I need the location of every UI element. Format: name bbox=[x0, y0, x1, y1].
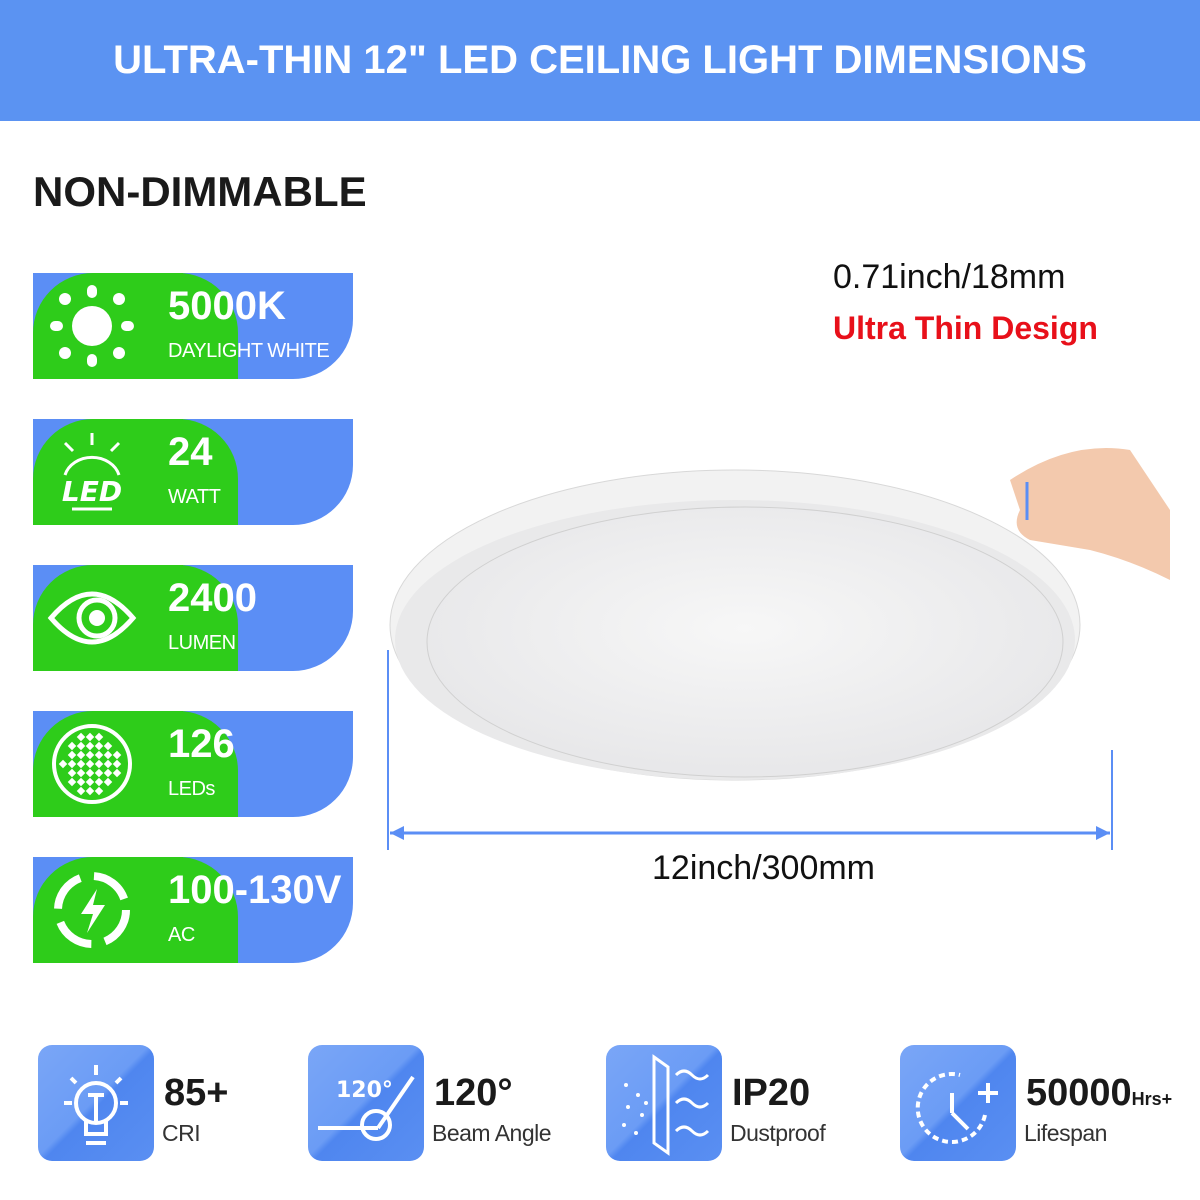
led-dot bbox=[67, 759, 77, 769]
bulb-icon bbox=[64, 1065, 128, 1145]
badge-value: 2400 bbox=[168, 576, 257, 620]
spec-unit: Beam Angle bbox=[432, 1120, 552, 1146]
spec-unit: CRI bbox=[162, 1120, 201, 1146]
led-dot bbox=[67, 768, 77, 778]
spec-value: 85+ bbox=[164, 1072, 229, 1114]
badge-color-temp: 5000K DAYLIGHT WHITE bbox=[33, 273, 353, 379]
badge-unit: WATT bbox=[168, 486, 221, 508]
led-dot bbox=[94, 777, 104, 787]
led-dot bbox=[112, 768, 122, 778]
led-dot bbox=[94, 732, 104, 742]
hand-image bbox=[1010, 448, 1170, 580]
clock-plus-icon bbox=[915, 1072, 998, 1144]
led-dot bbox=[94, 741, 104, 751]
thickness-value: 0.71inch/18mm bbox=[833, 258, 1066, 296]
led-dot bbox=[67, 750, 77, 760]
led-dot bbox=[94, 759, 104, 769]
led-dot bbox=[94, 750, 104, 760]
badge-unit: DAYLIGHT WHITE bbox=[168, 340, 330, 362]
eye-icon bbox=[47, 591, 137, 645]
led-dot bbox=[85, 786, 95, 796]
led-dot bbox=[76, 732, 86, 742]
led-dot bbox=[85, 768, 95, 778]
led-dot bbox=[85, 741, 95, 751]
ceiling-light-image bbox=[387, 448, 1170, 850]
led-dot bbox=[112, 750, 122, 760]
led-dot bbox=[76, 741, 86, 751]
badge-led-count: 126 LEDs bbox=[33, 711, 353, 817]
badge-unit: LEDs bbox=[168, 778, 215, 800]
led-dot bbox=[76, 777, 86, 787]
led-icon: LED bbox=[62, 433, 122, 511]
badge-unit: AC bbox=[168, 924, 195, 946]
badge-voltage: 100-130V AC bbox=[33, 857, 353, 963]
led-dot bbox=[103, 750, 113, 760]
width-value: 12inch/300mm bbox=[652, 849, 876, 887]
sun-icon bbox=[50, 285, 134, 367]
led-dot bbox=[67, 741, 77, 751]
spec-value: 50000Hrs+ bbox=[1026, 1072, 1173, 1114]
spec-value: IP20 bbox=[732, 1072, 811, 1114]
led-dot bbox=[94, 768, 104, 778]
led-dot bbox=[103, 741, 113, 751]
beam-angle-icon: 120° bbox=[318, 1075, 415, 1141]
badge-value: 5000K bbox=[168, 284, 286, 328]
spec-unit: Dustproof bbox=[730, 1120, 826, 1146]
led-dot bbox=[103, 759, 113, 769]
led-dot bbox=[85, 759, 95, 769]
led-dot bbox=[76, 759, 86, 769]
lightning-icon bbox=[54, 872, 130, 948]
led-dot bbox=[76, 786, 86, 796]
spec-unit: Lifespan bbox=[1024, 1120, 1107, 1146]
badge-lumen: 2400 LUMEN bbox=[33, 565, 353, 671]
led-grid-icon bbox=[52, 724, 132, 804]
dustproof-icon bbox=[622, 1054, 710, 1156]
badge-unit: LUMEN bbox=[168, 632, 236, 654]
badge-value: 126 bbox=[168, 722, 235, 766]
subtitle: NON-DIMMABLE bbox=[33, 168, 367, 215]
led-dot bbox=[103, 768, 113, 778]
svg-text:120°: 120° bbox=[336, 1078, 393, 1103]
badge-wattage: LED 24 WATT bbox=[33, 419, 353, 525]
led-dot bbox=[103, 777, 113, 787]
svg-text:LED: LED bbox=[62, 475, 122, 508]
badge-value: 24 bbox=[168, 430, 213, 474]
spec-value: 120° bbox=[434, 1072, 513, 1114]
led-dot bbox=[85, 750, 95, 760]
led-dot bbox=[85, 777, 95, 787]
title-banner: ULTRA-THIN 12" LED CEILING LIGHT DIMENSI… bbox=[0, 0, 1200, 121]
led-dot bbox=[76, 750, 86, 760]
ultra-thin-label: Ultra Thin Design bbox=[833, 310, 1098, 346]
led-dot bbox=[94, 786, 104, 796]
led-dot bbox=[85, 732, 95, 742]
led-dot bbox=[76, 768, 86, 778]
page-title: ULTRA-THIN 12" LED CEILING LIGHT DIMENSI… bbox=[113, 38, 1087, 82]
led-dot bbox=[67, 777, 77, 787]
led-dot bbox=[112, 759, 122, 769]
led-dot bbox=[58, 759, 68, 769]
badge-value: 100-130V bbox=[168, 868, 342, 912]
